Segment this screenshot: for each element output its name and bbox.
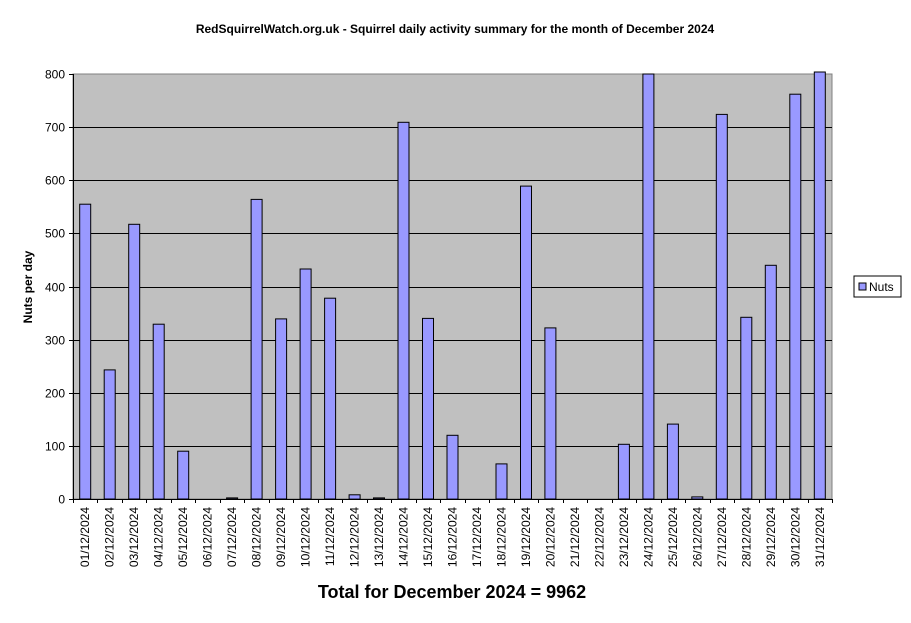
bar xyxy=(275,318,288,500)
x-tick-label: 03/12/2024 xyxy=(127,507,141,567)
x-tick-label: 05/12/2024 xyxy=(176,507,190,567)
bar xyxy=(764,264,777,500)
x-tick-label: 12/12/2024 xyxy=(348,507,362,567)
x-tick-label: 22/12/2024 xyxy=(592,507,606,567)
x-tick-label: 31/12/2024 xyxy=(813,507,827,567)
x-tick-label: 07/12/2024 xyxy=(225,507,239,567)
bar xyxy=(691,496,704,500)
x-tick-label: 21/12/2024 xyxy=(568,507,582,567)
x-tick-label: 20/12/2024 xyxy=(543,507,557,567)
bar xyxy=(226,497,239,500)
gridlines xyxy=(73,127,832,447)
bar xyxy=(544,327,557,500)
x-tick-label: 29/12/2024 xyxy=(764,507,778,567)
legend: Nuts xyxy=(853,275,902,298)
bar xyxy=(79,203,92,500)
x-tick-label: 30/12/2024 xyxy=(788,507,802,567)
x-tick-label: 27/12/2024 xyxy=(715,507,729,567)
y-tick-label: 800 xyxy=(45,68,65,82)
bar xyxy=(520,185,532,500)
x-tick-label: 06/12/2024 xyxy=(201,507,215,567)
y-axis-ticks: 0 100 200 300 400 500 600 700 800 xyxy=(45,68,74,507)
x-tick-label: 17/12/2024 xyxy=(470,507,484,567)
bar xyxy=(128,223,141,500)
bar xyxy=(348,494,361,500)
x-tick-label: 23/12/2024 xyxy=(617,507,631,567)
x-tick-label: 16/12/2024 xyxy=(446,507,460,567)
bar xyxy=(422,317,434,500)
bar xyxy=(617,443,630,500)
x-tick-label: 15/12/2024 xyxy=(421,507,435,567)
x-tick-label: 04/12/2024 xyxy=(152,507,166,567)
bar xyxy=(103,369,116,500)
chart-title: RedSquirrelWatch.org.uk - Squirrel daily… xyxy=(196,22,715,36)
bar xyxy=(250,198,263,500)
y-axis-label: Nuts per day xyxy=(21,250,35,323)
plot-area xyxy=(72,73,833,500)
legend-swatch xyxy=(858,282,867,291)
x-tick-label: 18/12/2024 xyxy=(495,507,509,567)
x-tick-label: 09/12/2024 xyxy=(274,507,288,567)
bar xyxy=(495,463,508,500)
bar xyxy=(715,113,728,500)
y-tick-label: 200 xyxy=(45,387,65,401)
x-tick-label: 11/12/2024 xyxy=(323,507,337,566)
bar xyxy=(789,93,802,500)
y-tick-label: 700 xyxy=(45,121,65,135)
total-annotation: Total for December 2024 = 9962 xyxy=(318,582,586,602)
bar xyxy=(373,497,385,500)
x-tick-label: 14/12/2024 xyxy=(397,507,411,567)
x-tick-label: 01/12/2024 xyxy=(78,507,92,567)
x-tick-label: 02/12/2024 xyxy=(103,507,117,567)
y-tick-label: 300 xyxy=(45,334,65,348)
x-tick-label: 08/12/2024 xyxy=(250,507,264,567)
bar xyxy=(152,323,165,500)
y-tick-label: 600 xyxy=(45,174,65,188)
y-tick-label: 0 xyxy=(58,493,65,507)
bar xyxy=(397,121,410,500)
x-tick-label: 24/12/2024 xyxy=(641,507,655,567)
bar xyxy=(299,268,312,500)
bar xyxy=(666,423,679,500)
y-tick-label: 500 xyxy=(45,227,65,241)
x-tick-label: 26/12/2024 xyxy=(690,507,704,567)
bar xyxy=(177,450,190,500)
bar xyxy=(324,297,337,500)
x-tick-label: 25/12/2024 xyxy=(666,507,680,567)
y-tick-label: 400 xyxy=(45,281,65,295)
bar xyxy=(813,71,826,500)
legend-label: Nuts xyxy=(869,280,894,294)
bar xyxy=(740,316,753,500)
bar xyxy=(446,434,459,500)
y-tick-label: 100 xyxy=(45,440,65,454)
bar xyxy=(642,73,655,500)
x-tick-label: 13/12/2024 xyxy=(372,507,386,567)
x-axis-ticks: 01/12/2024 02/12/2024 03/12/2024 04/12/2024… xyxy=(73,499,833,567)
x-tick-label: 19/12/2024 xyxy=(519,507,533,567)
x-tick-label: 28/12/2024 xyxy=(739,507,753,567)
x-tick-label: 10/12/2024 xyxy=(299,507,313,567)
